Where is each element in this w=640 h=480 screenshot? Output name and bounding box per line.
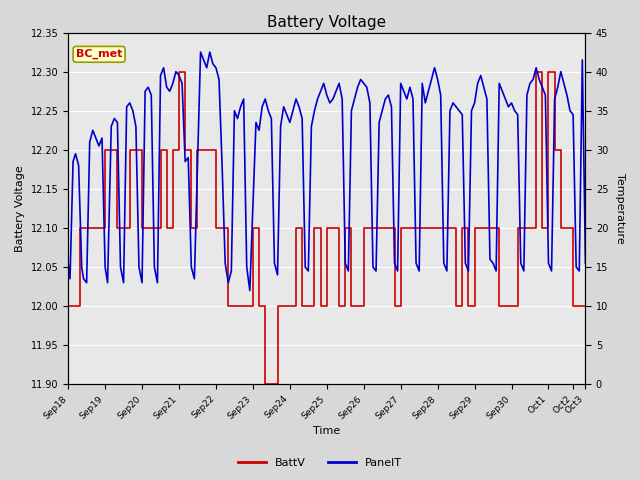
- Y-axis label: Temperature: Temperature: [615, 173, 625, 244]
- Title: Battery Voltage: Battery Voltage: [268, 15, 387, 30]
- Legend: BattV, PanelT: BattV, PanelT: [234, 453, 406, 472]
- X-axis label: Time: Time: [313, 426, 340, 436]
- Text: BC_met: BC_met: [76, 49, 122, 60]
- Y-axis label: Battery Voltage: Battery Voltage: [15, 165, 25, 252]
